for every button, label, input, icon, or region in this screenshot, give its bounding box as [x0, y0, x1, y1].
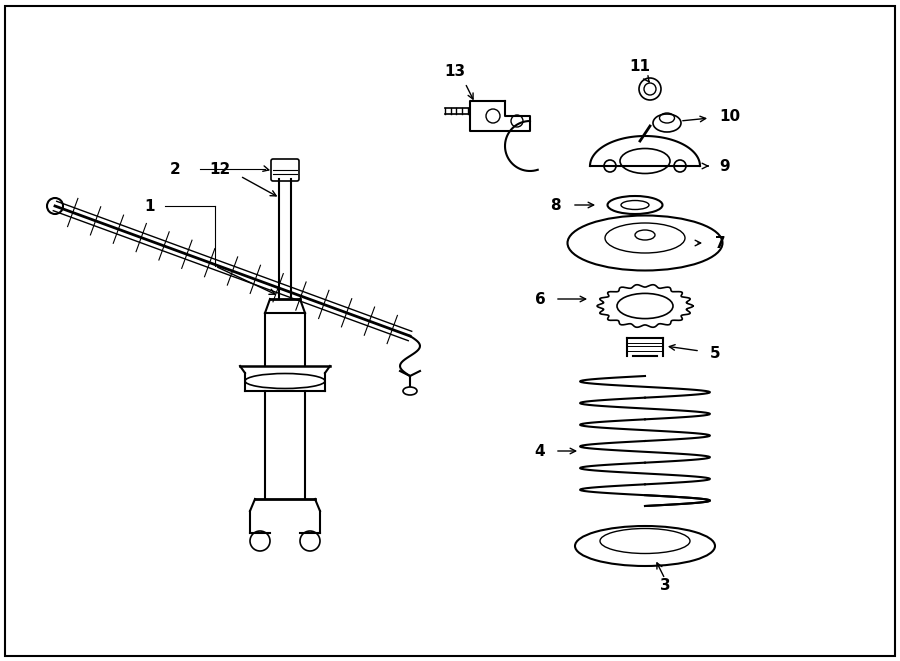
Text: 9: 9	[720, 159, 730, 173]
Text: 2: 2	[169, 161, 180, 176]
Text: 13: 13	[445, 63, 465, 79]
Text: 3: 3	[660, 578, 670, 594]
Text: 12: 12	[210, 161, 230, 176]
Text: 11: 11	[629, 59, 651, 73]
Text: 8: 8	[550, 198, 561, 212]
Text: 5: 5	[710, 346, 720, 360]
Text: 1: 1	[145, 198, 155, 214]
Text: 10: 10	[719, 108, 741, 124]
Text: 6: 6	[535, 292, 545, 307]
Text: 7: 7	[715, 235, 725, 251]
Text: 4: 4	[535, 444, 545, 459]
